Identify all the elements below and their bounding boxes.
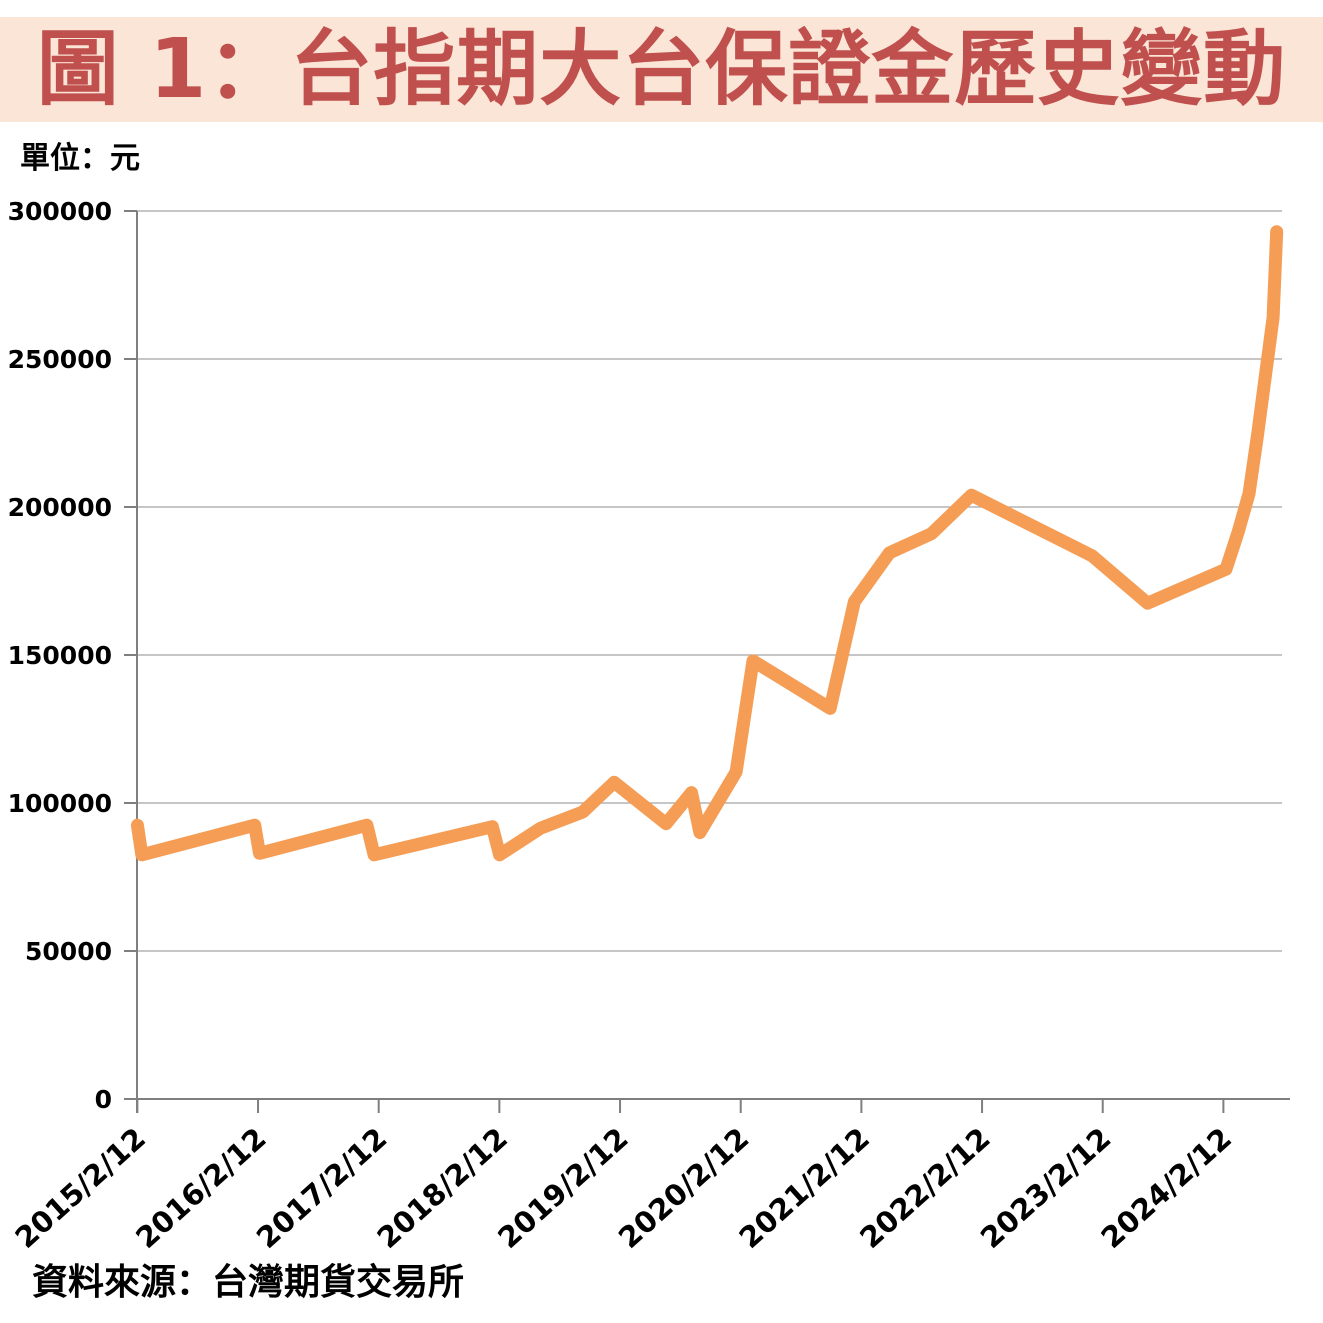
x-tick-label: 2019/2/12 (491, 1121, 634, 1255)
gridlines (137, 210, 1282, 952)
x-tick-label: 2022/2/12 (853, 1121, 996, 1255)
x-tick-label: 2024/2/12 (1095, 1121, 1238, 1255)
tick-marks (124, 210, 1225, 1113)
y-tick-label: 200000 (8, 493, 112, 522)
unit-label: 單位：元 (20, 141, 140, 176)
x-tick-label: 2017/2/12 (250, 1121, 393, 1255)
y-tick-label: 250000 (8, 345, 112, 374)
x-tick-label: 2015/2/12 (9, 1121, 152, 1255)
x-tick-label: 2023/2/12 (974, 1121, 1117, 1255)
y-tick-label: 150000 (8, 641, 112, 670)
y-tick-label: 100000 (8, 789, 112, 818)
title-banner: 圖 1：台指期大台保證金歷史變動 (0, 17, 1323, 122)
y-axis-labels: 0 50000 100000 150000 200000 250000 300000 (8, 197, 112, 1114)
page-title: 圖 1：台指期大台保證金歷史變動 (36, 21, 1287, 117)
margin-line-series (130, 225, 1284, 862)
x-tick-label: 2016/2/12 (129, 1121, 272, 1255)
x-tick-label: 2020/2/12 (612, 1121, 755, 1255)
y-tick-label: 50000 (25, 937, 112, 966)
x-tick-label: 2021/2/12 (733, 1121, 876, 1255)
axes (136, 211, 1290, 1113)
y-tick-label: 300000 (8, 197, 112, 226)
source-label: 資料來源：台灣期貨交易所 (32, 1262, 465, 1303)
x-axis-labels: 2015/2/122016/2/122017/2/122018/2/122019… (9, 1121, 1238, 1255)
y-tick-label: 0 (95, 1085, 112, 1114)
x-tick-label: 2018/2/12 (371, 1121, 514, 1255)
